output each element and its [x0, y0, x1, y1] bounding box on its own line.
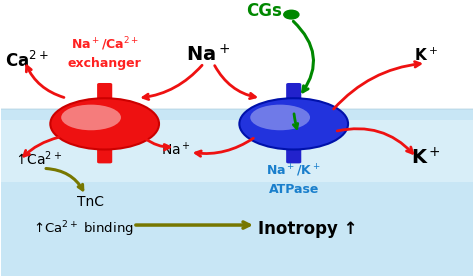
FancyArrowPatch shape	[27, 66, 64, 98]
Text: Na$^+$/K$^+$
ATPase: Na$^+$/K$^+$ ATPase	[266, 163, 321, 196]
FancyArrowPatch shape	[136, 222, 249, 228]
Text: Na$^+$: Na$^+$	[186, 44, 231, 66]
Text: Na$^+$: Na$^+$	[161, 141, 191, 158]
FancyArrowPatch shape	[24, 137, 58, 156]
Text: Ca$^{2+}$: Ca$^{2+}$	[5, 50, 49, 71]
FancyArrowPatch shape	[143, 65, 202, 99]
FancyBboxPatch shape	[0, 120, 474, 182]
FancyArrowPatch shape	[215, 66, 255, 99]
FancyArrowPatch shape	[293, 21, 313, 92]
FancyArrowPatch shape	[293, 114, 298, 129]
Text: ↑Ca$^{2+}$ binding: ↑Ca$^{2+}$ binding	[33, 219, 134, 239]
Ellipse shape	[61, 105, 121, 130]
FancyBboxPatch shape	[286, 83, 301, 107]
FancyArrowPatch shape	[337, 129, 412, 153]
Circle shape	[284, 10, 299, 19]
FancyBboxPatch shape	[97, 139, 112, 163]
Text: Inotropy ↑: Inotropy ↑	[258, 220, 358, 238]
Text: K$^+$: K$^+$	[414, 47, 438, 64]
FancyArrowPatch shape	[334, 62, 420, 109]
Text: ↑Ca$^{2+}$: ↑Ca$^{2+}$	[15, 150, 62, 168]
FancyBboxPatch shape	[0, 109, 474, 277]
FancyArrowPatch shape	[196, 138, 254, 156]
FancyBboxPatch shape	[286, 139, 301, 163]
FancyBboxPatch shape	[97, 83, 112, 107]
Text: TnC: TnC	[77, 195, 104, 209]
Text: CGs: CGs	[246, 2, 282, 20]
Text: Na$^+$/Ca$^{2+}$
exchanger: Na$^+$/Ca$^{2+}$ exchanger	[68, 35, 142, 70]
Ellipse shape	[239, 98, 348, 150]
Text: K$^+$: K$^+$	[411, 147, 441, 168]
Ellipse shape	[250, 105, 310, 130]
Ellipse shape	[50, 98, 159, 150]
FancyArrowPatch shape	[145, 138, 170, 150]
FancyArrowPatch shape	[46, 168, 83, 190]
